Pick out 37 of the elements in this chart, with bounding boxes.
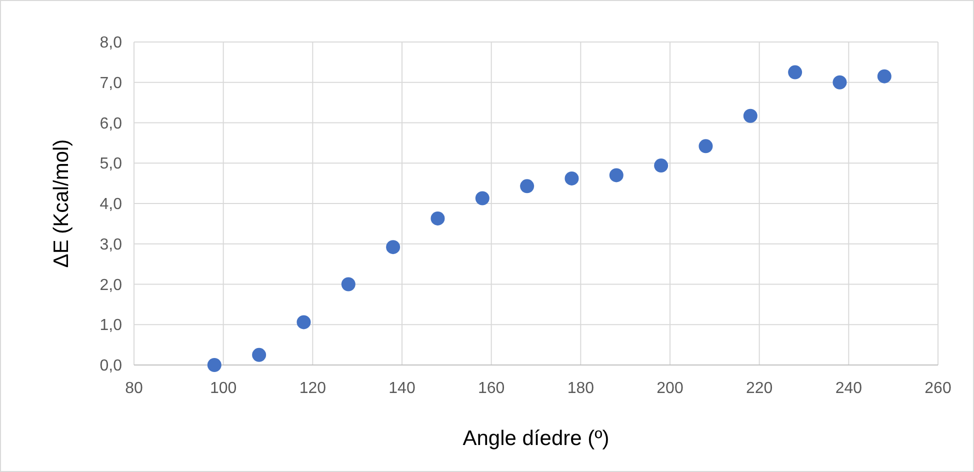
- x-axis-title: Angle díedre (º): [462, 427, 610, 450]
- y-axis-title: ΔE (Kcal/mol): [50, 139, 73, 268]
- x-tick-label: 260: [924, 380, 952, 397]
- y-tick-label: 3,0: [100, 236, 122, 254]
- x-tick-label: 140: [388, 380, 416, 397]
- x-tick-label: 220: [746, 380, 773, 397]
- y-tick-label: 2,0: [100, 276, 122, 294]
- point: [609, 168, 624, 182]
- point: [252, 348, 266, 362]
- point: [207, 358, 222, 372]
- y-tick-label: 4,0: [100, 196, 122, 214]
- x-tick-label: 240: [835, 380, 862, 397]
- point: [430, 211, 445, 226]
- point: [296, 315, 311, 330]
- point: [520, 179, 534, 194]
- y-tick-label: 0,0: [100, 358, 122, 375]
- x-tick-label: 100: [210, 380, 237, 397]
- x-tick-label: 180: [567, 380, 594, 397]
- y-tick-label: 6,0: [100, 115, 122, 132]
- x-tick-label: 200: [656, 380, 684, 397]
- y-tick-label: 1,0: [100, 317, 122, 334]
- point: [698, 139, 713, 154]
- point: [564, 171, 579, 186]
- point: [341, 277, 356, 292]
- point: [877, 69, 892, 84]
- point: [654, 158, 668, 173]
- point: [832, 75, 847, 90]
- point: [475, 191, 490, 206]
- y-tick-label: 5,0: [100, 156, 122, 173]
- x-tick-label: 120: [299, 380, 326, 397]
- point: [788, 65, 802, 80]
- x-tick-label: 80: [125, 380, 143, 397]
- y-tick-label: 8,0: [100, 34, 122, 52]
- y-tick-label: 7,0: [100, 74, 122, 92]
- x-tick-label: 160: [478, 380, 505, 397]
- point: [743, 108, 758, 123]
- point: [386, 240, 400, 254]
